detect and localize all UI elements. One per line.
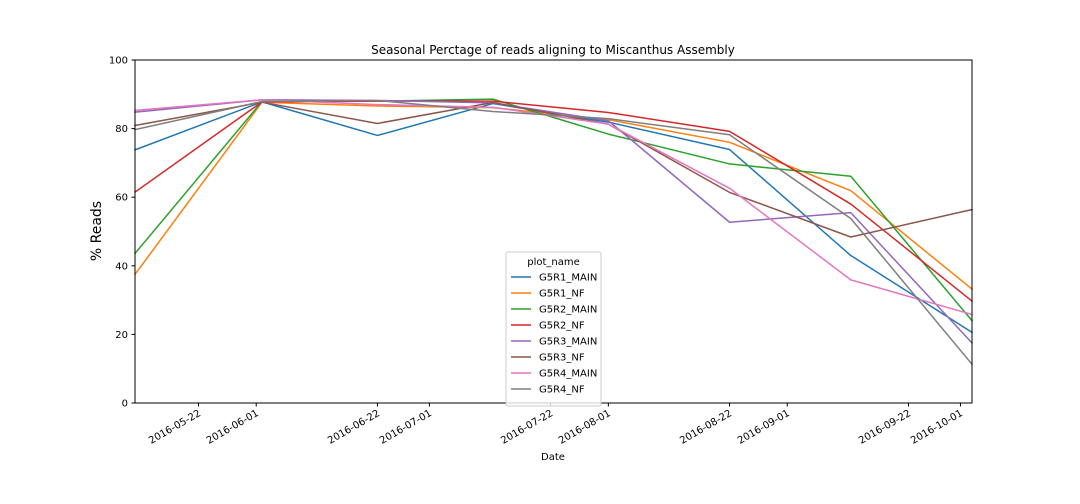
legend-label-g5r3-main: G5R3_MAIN (539, 337, 597, 348)
y-tick-label: 40 (115, 261, 128, 272)
chart-title: Seasonal Perctage of reads aligning to M… (371, 43, 735, 57)
x-tick-label: 2016-09-01 (736, 408, 792, 447)
x-tick-label: 2016-06-22 (326, 408, 382, 447)
legend-label-g5r1-nf: G5R1_NF (539, 289, 585, 300)
y-axis-label: % Reads (89, 201, 105, 261)
series-line-g5r4-nf (134, 99, 974, 366)
legend-label-g5r3-nf: G5R3_NF (539, 353, 585, 364)
legend-label-g5r2-nf: G5R2_NF (539, 321, 585, 332)
legend-label-g5r1-main: G5R1_MAIN (539, 273, 597, 284)
y-tick-label: 100 (109, 56, 128, 67)
x-tick-label: 2016-10-01 (909, 408, 965, 447)
legend-label-g5r4-nf: G5R4_NF (539, 385, 585, 396)
x-tick-label: 2016-05-22 (147, 408, 203, 447)
x-tick-label: 2016-08-22 (678, 408, 734, 447)
y-tick-label: 0 (122, 399, 128, 410)
x-tick-label: 2016-07-22 (499, 408, 555, 447)
y-tick-label: 20 (115, 330, 128, 341)
y-tick-label: 60 (115, 193, 128, 204)
x-tick-label: 2016-08-01 (557, 408, 613, 447)
y-tick-label: 80 (115, 124, 128, 135)
legend-label-g5r4-main: G5R4_MAIN (539, 369, 597, 380)
series-line-g5r3-nf (134, 101, 973, 238)
x-tick-label: 2016-06-01 (205, 408, 261, 447)
x-tick-label: 2016-07-01 (378, 408, 434, 447)
x-tick-label: 2016-09-22 (857, 408, 913, 447)
series-layer (133, 98, 974, 366)
x-axis-label: Date (541, 452, 565, 463)
legend-box (505, 251, 602, 407)
legend: plot_name G5R1_MAIN G5R1_NF G5R2_MAIN G5R2_N… (505, 251, 602, 407)
legend-label-g5r2-main: G5R2_MAIN (539, 305, 597, 316)
legend-title: plot_name (527, 257, 580, 268)
